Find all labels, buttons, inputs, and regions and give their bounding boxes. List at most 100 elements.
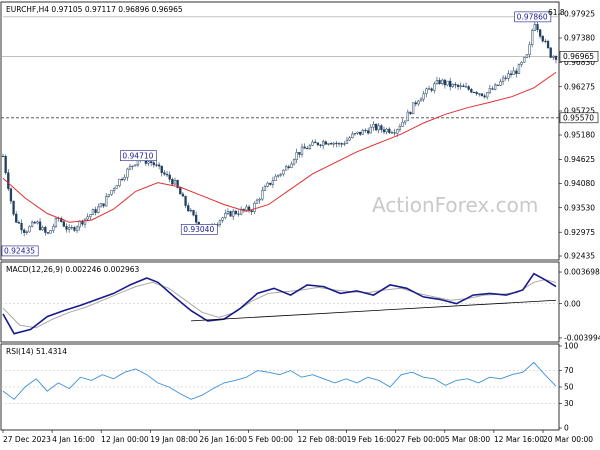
candle	[44, 225, 47, 236]
candle	[311, 139, 314, 146]
candle	[504, 75, 507, 81]
candle	[52, 223, 55, 234]
candle	[438, 77, 441, 85]
candle	[433, 81, 436, 94]
candle	[374, 123, 378, 132]
rsi-panel: RSI(14) 51.4314	[0, 343, 560, 431]
candle	[359, 131, 362, 137]
candle	[554, 55, 558, 64]
candle	[9, 187, 13, 205]
candle	[165, 171, 169, 177]
svg-text:0.96275: 0.96275	[564, 82, 595, 91]
candle	[221, 216, 224, 223]
candle	[475, 91, 478, 96]
candle	[300, 143, 304, 158]
candle	[36, 220, 39, 225]
candle	[118, 178, 121, 188]
candle	[181, 192, 185, 197]
candle	[322, 139, 325, 150]
candle	[401, 118, 404, 127]
macd-main-line	[2, 272, 557, 335]
candle	[102, 203, 105, 209]
rsi-line	[2, 361, 557, 400]
svg-text:5 Mar 08:00: 5 Mar 08:00	[445, 435, 491, 444]
time-tick: 12 Mar 16:00	[493, 430, 544, 444]
candle	[115, 185, 118, 189]
svg-text:4 Jan 16:00: 4 Jan 16:00	[52, 435, 95, 444]
svg-text:0.92975: 0.92975	[564, 228, 595, 237]
candle	[478, 93, 481, 97]
candle	[263, 184, 267, 191]
candle	[372, 121, 375, 131]
candle	[536, 21, 539, 33]
candle	[105, 193, 108, 207]
candle	[483, 93, 486, 99]
candle	[232, 208, 235, 221]
svg-text:27 Dec 2023: 27 Dec 2023	[3, 435, 51, 444]
candle	[411, 102, 415, 115]
candle	[46, 231, 50, 235]
candle	[552, 55, 555, 60]
svg-text:0.97380: 0.97380	[564, 34, 595, 43]
candle	[284, 164, 288, 171]
candle	[237, 210, 240, 217]
candle	[523, 57, 526, 64]
candle	[99, 202, 103, 208]
svg-text:12 Mar 16:00: 12 Mar 16:00	[494, 435, 544, 444]
candle	[17, 220, 21, 224]
price-axis: 0.97925 0.97380 0.96830 0.96275 0.95725 0.951…	[559, 10, 595, 261]
price-tick: 0.97380	[559, 34, 595, 43]
macd-trendline	[190, 299, 557, 322]
candle	[160, 165, 163, 177]
candle	[126, 167, 129, 181]
svg-text:0.94080: 0.94080	[564, 179, 595, 188]
candle	[377, 122, 380, 134]
svg-text:0.96830: 0.96830	[564, 58, 595, 67]
candle	[314, 139, 317, 144]
candle	[67, 223, 71, 233]
rsi-tick: 70	[559, 366, 574, 375]
price-annotation: 0.92435	[1, 245, 39, 257]
macd-tick: 0.003698	[559, 268, 600, 277]
candle	[107, 194, 110, 198]
candle	[120, 177, 124, 182]
candle	[94, 206, 97, 216]
candle	[89, 214, 92, 220]
svg-text:20 Mar 00:00: 20 Mar 00:00	[543, 435, 593, 444]
candle	[327, 142, 330, 146]
candle	[239, 206, 243, 216]
candle	[517, 63, 521, 74]
rsi-tick: 100	[559, 342, 579, 351]
time-tick: 27 Dec 2023	[2, 430, 51, 444]
svg-text:0.94710: 0.94710	[122, 152, 153, 161]
time-axis: 27 Dec 2023 4 Jan 16:00 12 Jan 00:00 19 Jan…	[2, 430, 593, 444]
candle	[1, 153, 5, 158]
macd-axis: 0.003698 0.00 -0.003994	[559, 268, 600, 343]
macd-tick: 0.00	[559, 299, 581, 308]
candle	[546, 39, 550, 49]
svg-text:0.00: 0.00	[564, 299, 581, 308]
candle	[316, 142, 320, 147]
candle	[406, 109, 409, 122]
price-annotation: 0.93040	[180, 224, 218, 235]
candle	[509, 70, 513, 78]
svg-text:26 Jan 16:00: 26 Jan 16:00	[199, 435, 247, 444]
price-tick: 0.92435	[559, 252, 595, 261]
candle	[441, 78, 444, 86]
price-tick: 0.95180	[559, 131, 595, 140]
candle	[467, 84, 470, 91]
price-tick: 0.93530	[559, 203, 595, 212]
candle	[49, 230, 52, 234]
candle	[155, 161, 158, 168]
candle	[287, 164, 290, 170]
candle	[459, 82, 462, 90]
candle	[171, 177, 174, 186]
candle	[361, 128, 364, 135]
last-price-box: 0.96965	[559, 51, 599, 62]
candles	[1, 21, 558, 237]
candle	[512, 67, 515, 75]
time-tick: 5 Mar 08:00	[444, 430, 491, 444]
candle	[351, 131, 354, 139]
candle	[531, 28, 534, 48]
candle	[393, 128, 396, 136]
